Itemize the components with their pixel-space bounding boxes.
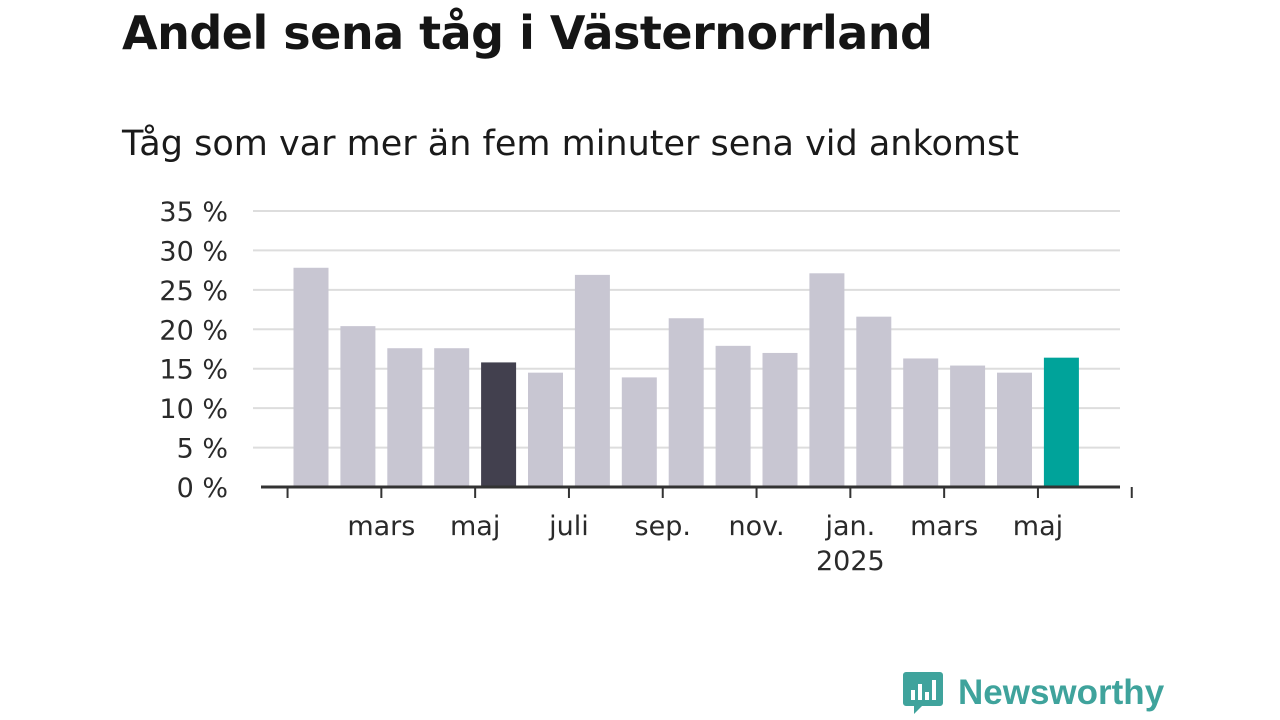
- x-axis-labels: mars maj juli sep. nov. jan. 2025 mars maj: [347, 511, 1063, 577]
- x-tick-label: jan.: [824, 511, 875, 542]
- bar: [481, 362, 517, 487]
- y-tick-label: 35 %: [159, 197, 228, 228]
- chat-bubble-bar-chart-icon: [903, 672, 943, 714]
- y-tick-label: 10 %: [159, 394, 228, 425]
- y-axis-labels: 0 % 5 % 10 % 15 % 20 % 25 % 30 % 35 %: [159, 197, 228, 504]
- y-tick-label: 20 %: [159, 315, 228, 346]
- x-tick-label: maj: [1013, 511, 1063, 542]
- chart-title: Andel sena tåg i Västernorrland: [122, 6, 933, 60]
- x-tick-sublabel: 2025: [816, 546, 885, 577]
- bar: [903, 358, 939, 487]
- x-axis: [261, 485, 1133, 498]
- bar: [950, 365, 986, 487]
- y-tick-label: 15 %: [159, 355, 228, 386]
- bar: [856, 316, 892, 487]
- brand-logo: Newsworthy: [902, 670, 1164, 716]
- bars: [293, 267, 1079, 487]
- bar: [528, 372, 563, 487]
- bar: [997, 372, 1032, 487]
- bar: [574, 274, 610, 487]
- bar: [621, 377, 657, 487]
- bar: [762, 352, 798, 487]
- x-tick-label: mars: [347, 511, 415, 542]
- x-tick-label: maj: [450, 511, 500, 542]
- y-tick-label: 30 %: [159, 236, 228, 267]
- bar: [340, 326, 376, 487]
- x-tick-label: sep.: [635, 511, 691, 542]
- bar: [387, 348, 423, 487]
- x-tick-label: juli: [548, 511, 589, 542]
- bar: [809, 273, 845, 487]
- chart-subtitle: Tåg som var mer än fem minuter sena vid …: [122, 124, 1019, 164]
- y-tick-label: 0 %: [177, 473, 228, 504]
- bar: [434, 348, 470, 487]
- bar: [715, 345, 751, 487]
- y-tick-label: 5 %: [177, 434, 228, 465]
- x-tick-label: nov.: [728, 511, 784, 542]
- x-tick-label: mars: [910, 511, 978, 542]
- bar: [668, 318, 704, 487]
- bar: [293, 267, 329, 487]
- y-tick-label: 25 %: [159, 276, 228, 307]
- brand-name: Newsworthy: [958, 673, 1165, 712]
- bar: [1043, 357, 1079, 487]
